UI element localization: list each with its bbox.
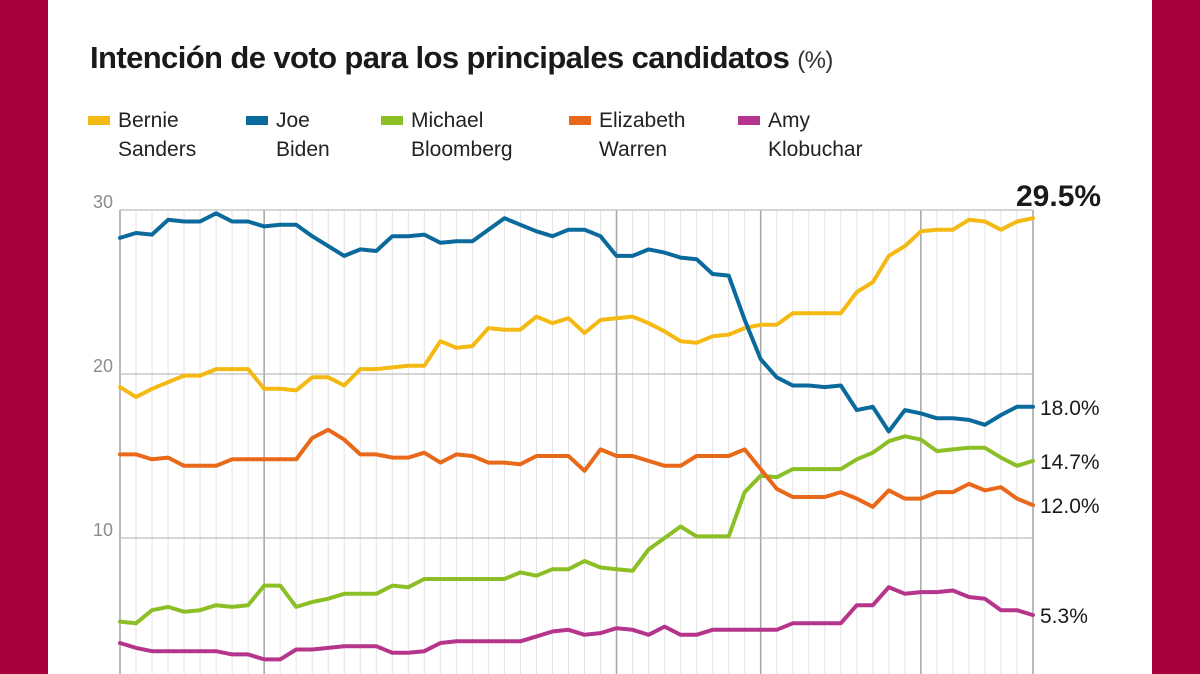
legend-item-klobuchar: Amy Klobuchar [738, 106, 888, 164]
title-unit: (%) [797, 47, 833, 74]
series-line-bernie-sanders [118, 216, 1035, 399]
series-line-amy-klobuchar [118, 585, 1035, 662]
legend-label-sanders: Bernie Sanders [118, 109, 197, 161]
legend-swatch-biden [246, 116, 268, 125]
legend-label-bloomberg: Michael Bloomberg [411, 109, 513, 161]
y-tick-label: 30 [93, 192, 113, 212]
end-value-label: 14.7% [1040, 451, 1100, 474]
legend-label-klobuchar: Amy Klobuchar [768, 109, 863, 161]
y-tick-label: 20 [93, 356, 113, 376]
legend-swatch-warren [569, 116, 591, 125]
legend-label-biden: Joe Biden [276, 109, 330, 161]
legend-item-sanders: Bernie Sanders [88, 106, 238, 164]
legend-swatch-sanders [88, 116, 110, 125]
series-line-joe-biden [118, 211, 1035, 434]
title-text: Intención de voto para los principales c… [90, 40, 790, 75]
y-tick-label: 10 [93, 520, 113, 540]
series-line-elizabeth-warren [118, 427, 1035, 509]
series-line-michael-bloomberg [118, 434, 1035, 626]
end-value-label: 5.3% [1040, 605, 1088, 628]
legend-swatch-klobuchar [738, 116, 760, 125]
end-value-label: 18.0% [1040, 397, 1100, 420]
legend-item-warren: Elizabeth Warren [569, 106, 719, 164]
end-value-label: 29.5% [1016, 180, 1101, 213]
legend-item-bloomberg: Michael Bloomberg [381, 106, 531, 164]
end-value-label: 12.0% [1040, 495, 1100, 518]
chart-title: Intención de voto para los principales c… [90, 40, 833, 76]
legend-label-warren: Elizabeth Warren [599, 109, 686, 161]
legend-item-biden: Joe Biden [246, 106, 396, 164]
legend-swatch-bloomberg [381, 116, 403, 125]
